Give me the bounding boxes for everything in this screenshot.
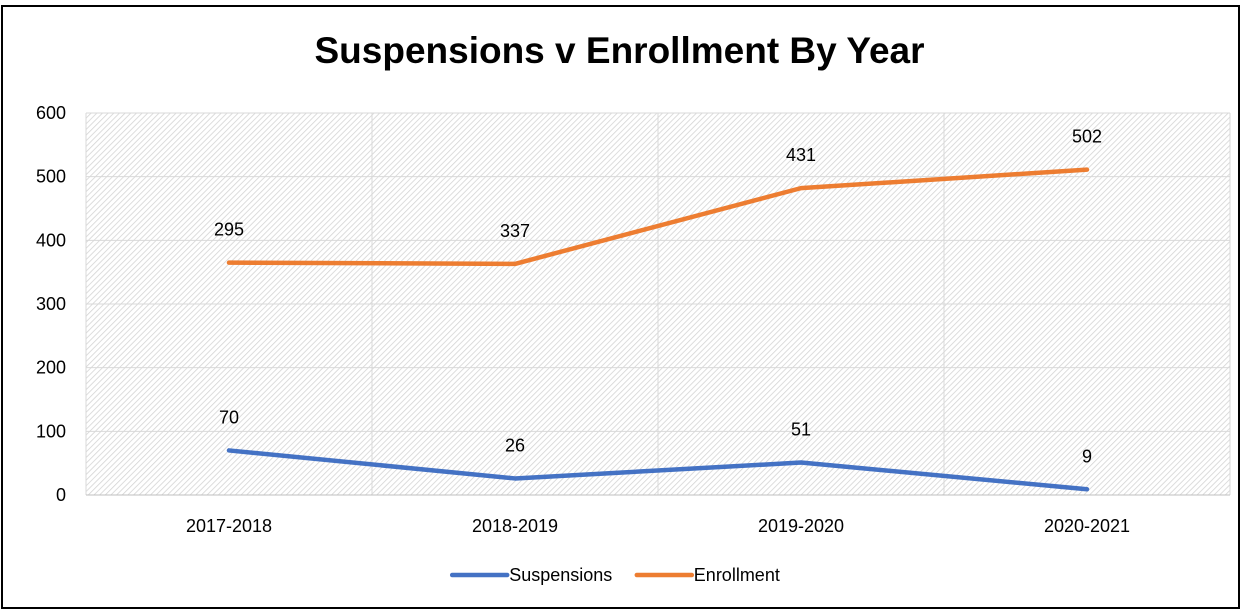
data-label: 431 (786, 145, 816, 165)
series-line-suspensions (226, 448, 1090, 492)
y-tick-label: 600 (36, 103, 66, 123)
data-label: 337 (500, 221, 530, 241)
x-tick-label: 2020-2021 (1044, 516, 1130, 536)
data-label: 9 (1082, 446, 1092, 466)
data-label: 502 (1072, 127, 1102, 147)
axes: 0 100 200 300 400 500 600 2017-2018 2018-2019 201… (36, 103, 1230, 536)
y-tick-label: 500 (36, 167, 66, 187)
series-lines (226, 167, 1090, 492)
x-tick-label: 2018-2019 (472, 516, 558, 536)
data-label: 26 (505, 435, 525, 455)
data-label: 295 (214, 220, 244, 240)
data-label: 70 (219, 407, 239, 427)
gridlines (85, 112, 1231, 495)
data-label: 51 (791, 420, 811, 440)
x-tick-label: 2019-2020 (758, 516, 844, 536)
legend-label-enrollment: Enrollment (694, 565, 780, 585)
y-tick-label: 200 (36, 358, 66, 378)
y-tick-label: 100 (36, 421, 66, 441)
y-tick-label: 400 (36, 230, 66, 250)
y-tick-label: 300 (36, 294, 66, 314)
chart-title: Suspensions v Enrollment By Year (314, 30, 925, 71)
series-line-enrollment (226, 167, 1090, 267)
x-tick-label: 2017-2018 (186, 516, 272, 536)
legend-label-suspensions: Suspensions (509, 565, 612, 585)
legend: Suspensions Enrollment (449, 565, 780, 585)
data-labels: 70 26 51 9 295 337 431 502 (214, 127, 1102, 467)
y-tick-label: 0 (56, 485, 66, 505)
